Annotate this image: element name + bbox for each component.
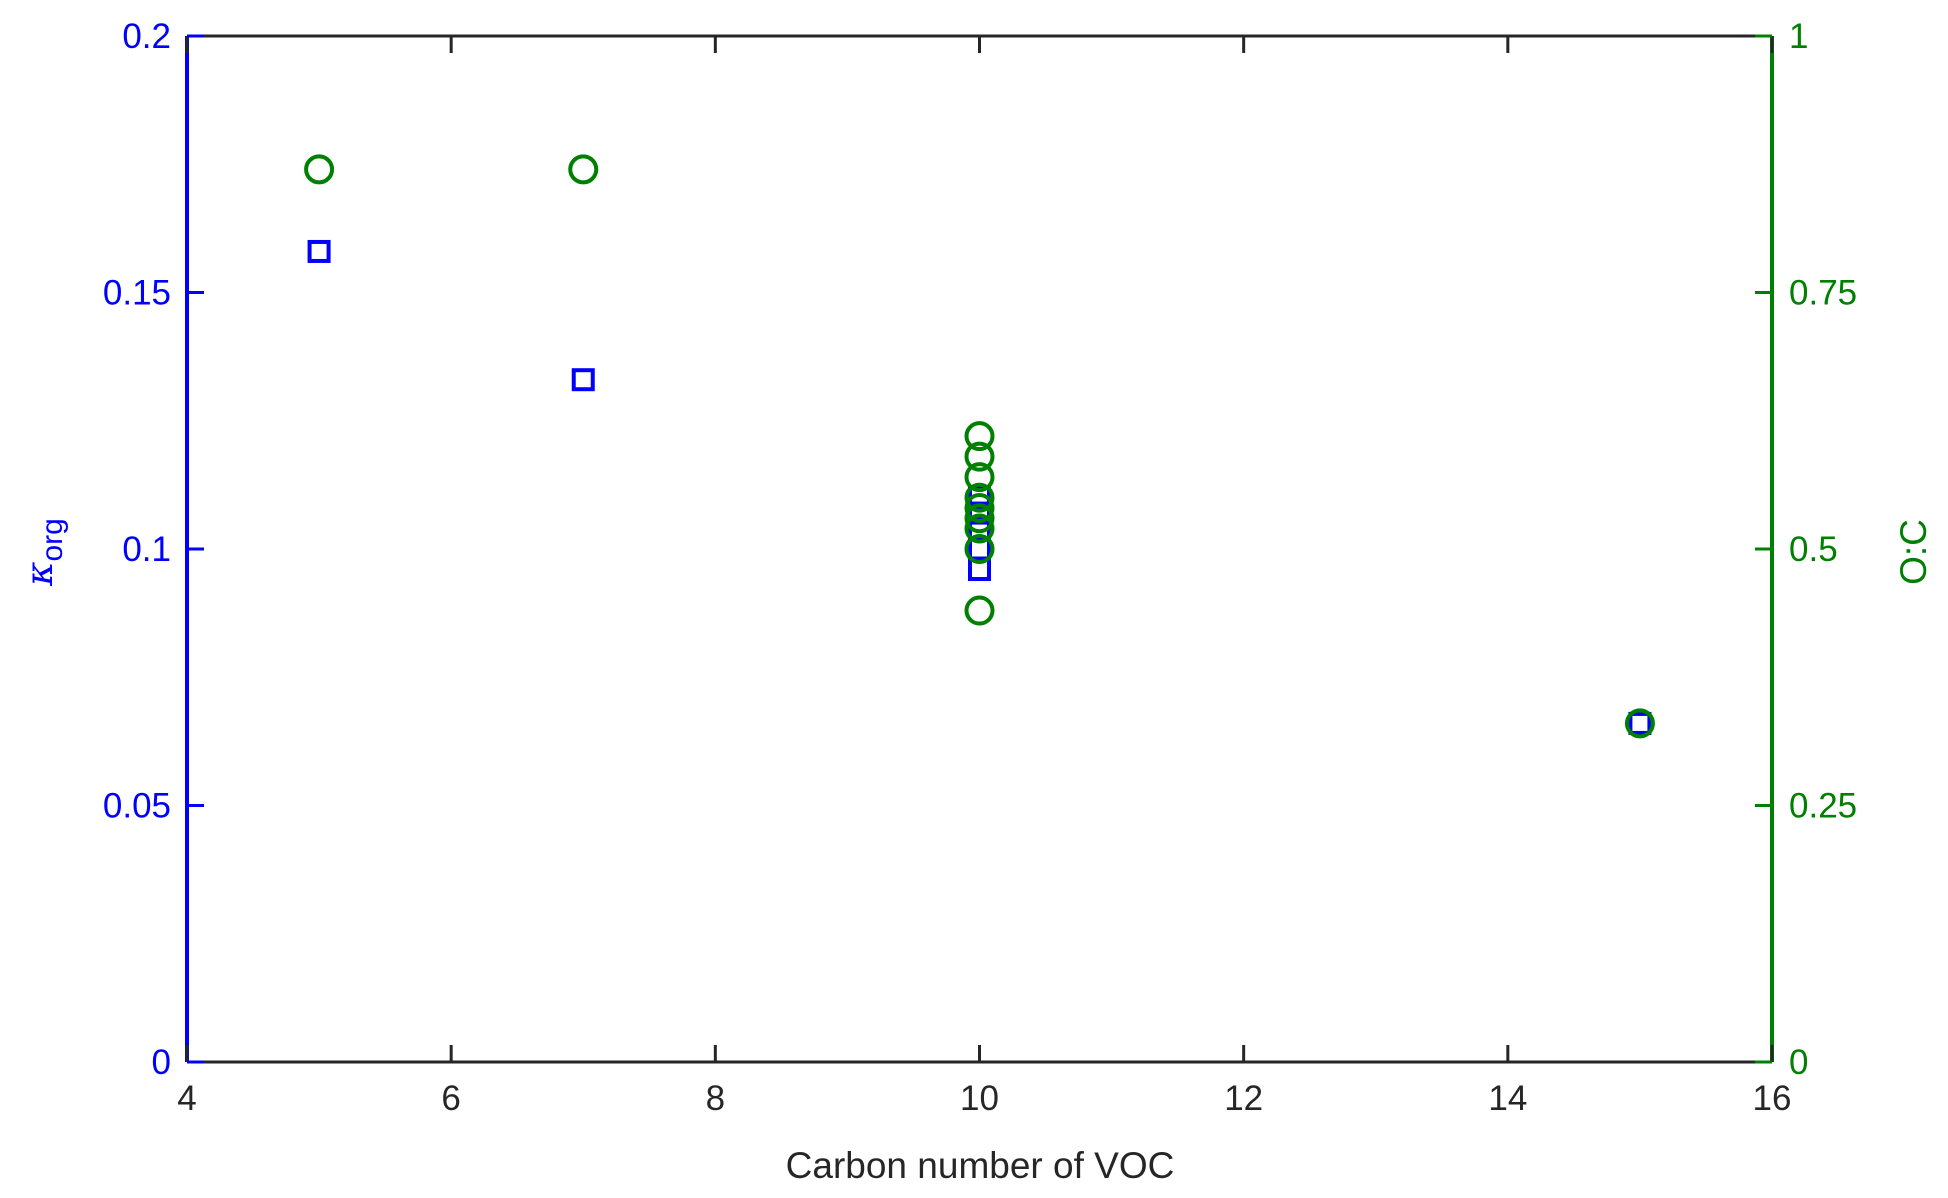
y-right-tick-label: 1: [1789, 17, 1808, 56]
oc-circle-point: [964, 482, 995, 513]
x-tick-label: 10: [960, 1079, 999, 1118]
y-left-tick-label: 0.15: [103, 274, 171, 313]
x-tick-label: 12: [1224, 1079, 1263, 1118]
oc-circle-point: [568, 154, 599, 185]
y-left-axis-title: κorg: [18, 518, 69, 587]
y-right-tick-label: 0: [1789, 1043, 1808, 1082]
y-left-tick-label: 0.2: [122, 17, 171, 56]
x-tick-label: 4: [177, 1079, 196, 1118]
kappa-square-point: [571, 368, 595, 392]
kappa-square-point: [307, 239, 331, 263]
y-left-tick-label: 0: [152, 1043, 171, 1082]
y-left-axis-title-subscript: org: [36, 518, 69, 561]
kappa-square-point: [1628, 711, 1652, 735]
x-tick-label: 6: [441, 1079, 460, 1118]
oc-circle-point: [964, 513, 995, 544]
y-left-tick-label: 0.05: [103, 787, 171, 826]
x-tick-label: 14: [1488, 1079, 1527, 1118]
oc-circle-point: [964, 503, 995, 534]
y-right-tick-label: 0.5: [1789, 530, 1838, 569]
x-tick-label: 8: [706, 1079, 725, 1118]
oc-circle-point: [964, 492, 995, 523]
oc-circle-point: [964, 421, 995, 452]
y-left-tick-label: 0.1: [122, 530, 171, 569]
oc-circle-point: [964, 462, 995, 493]
x-axis-title: Carbon number of VOC: [786, 1145, 1175, 1186]
x-tick-label: 16: [1753, 1079, 1792, 1118]
y-right-tick-label: 0.75: [1789, 274, 1857, 313]
oc-circle-point: [1624, 708, 1655, 739]
oc-circle-point: [964, 441, 995, 472]
oc-circle-point: [964, 595, 995, 626]
y-right-axis-title: O:C: [1893, 519, 1934, 585]
oc-circle-point: [964, 534, 995, 564]
oc-circle-point: [304, 154, 335, 185]
y-right-tick-label: 0.25: [1789, 787, 1857, 826]
y-left-axis-title-symbol: κ: [18, 562, 61, 587]
data-marks: [304, 154, 1655, 739]
